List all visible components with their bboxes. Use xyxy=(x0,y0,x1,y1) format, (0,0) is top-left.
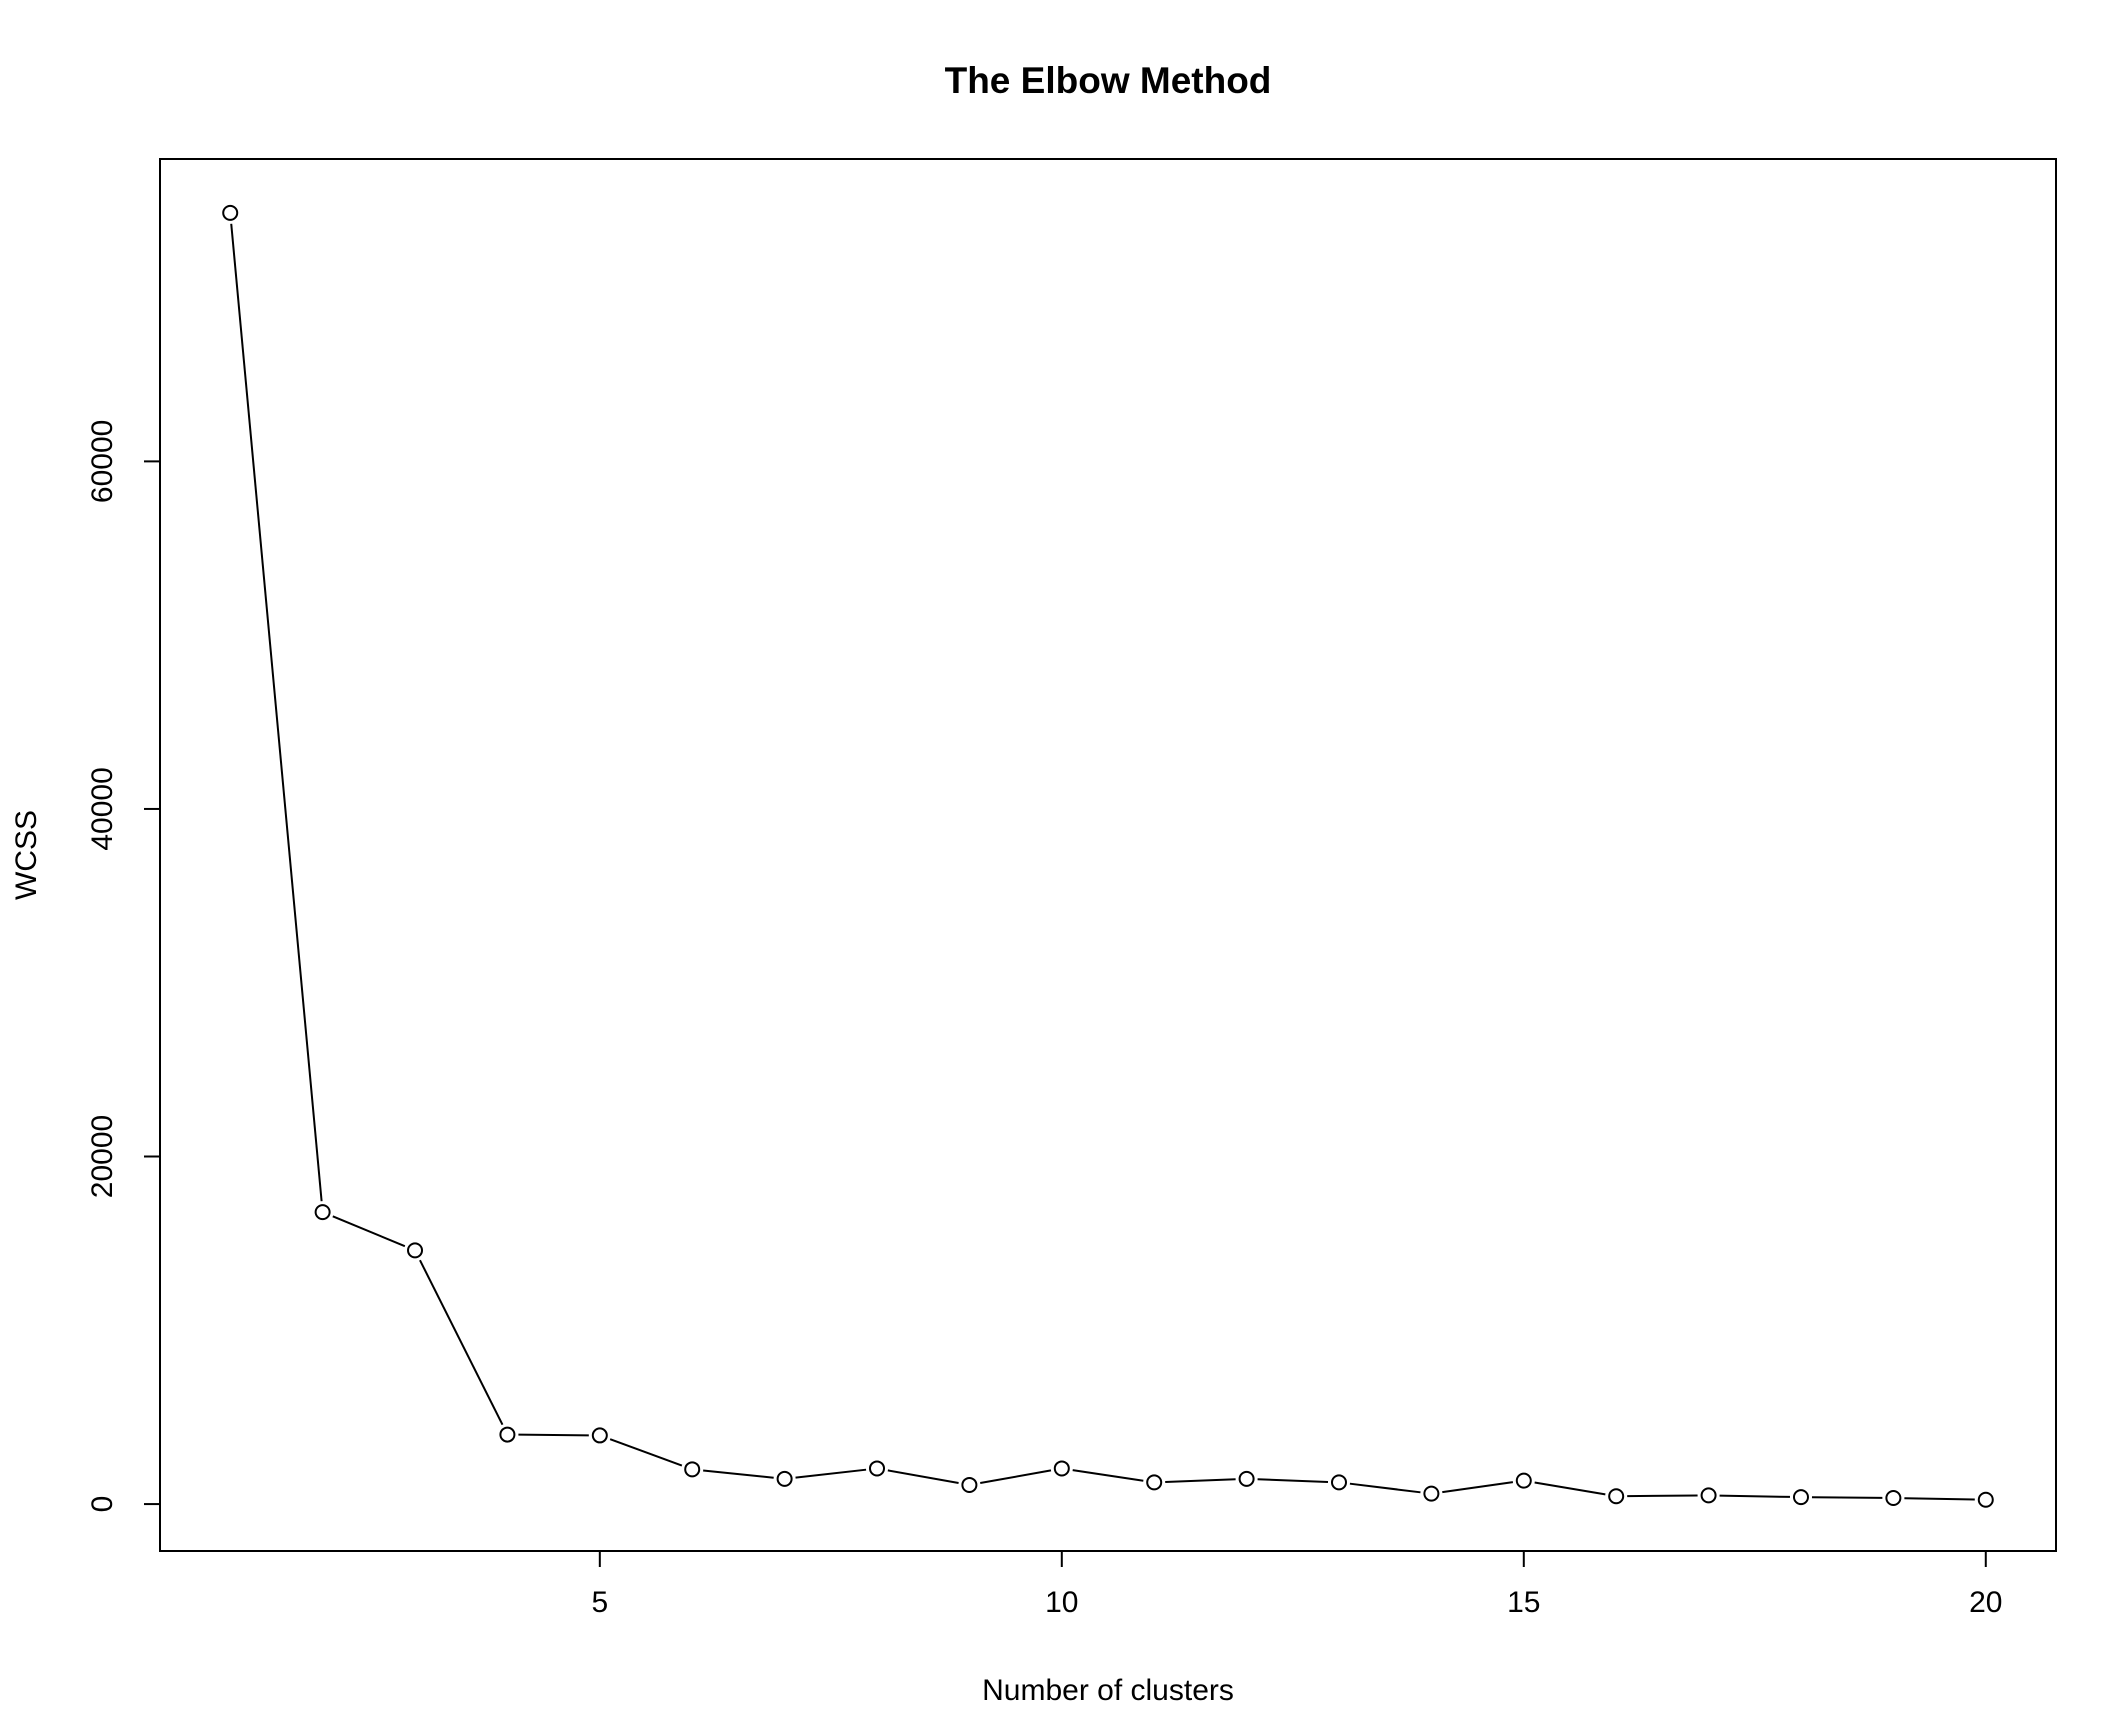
series-segment xyxy=(887,1469,959,1485)
data-point xyxy=(776,1470,793,1487)
x-axis-title: Number of clusters xyxy=(982,1674,1234,1707)
series-segment xyxy=(1719,1494,1791,1498)
x-tick-label: 15 xyxy=(1507,1586,1540,1619)
data-point xyxy=(1146,1474,1163,1491)
plot-frame xyxy=(159,158,2057,1552)
series-segment xyxy=(1349,1482,1421,1494)
series-line xyxy=(230,223,1975,1501)
data-point xyxy=(1608,1488,1625,1505)
data-point xyxy=(1238,1470,1255,1487)
chart-title: The Elbow Method xyxy=(945,60,1272,101)
series-segment xyxy=(1811,1496,1883,1499)
series-segment xyxy=(1257,1478,1329,1483)
data-point xyxy=(407,1242,424,1259)
series-segment xyxy=(1072,1469,1144,1482)
series-segment xyxy=(518,1433,589,1437)
y-tick-label: 60000 xyxy=(86,420,119,503)
series-segment xyxy=(419,1259,504,1426)
series-points xyxy=(222,204,1994,1508)
data-point xyxy=(1515,1472,1532,1489)
x-axis: 5 10 15 20 xyxy=(591,1551,2002,1619)
data-point xyxy=(1977,1491,1994,1508)
x-tick-label: 20 xyxy=(1969,1586,2002,1619)
data-point xyxy=(591,1427,608,1444)
x-tick-label: 10 xyxy=(1045,1586,1078,1619)
series-segment xyxy=(332,1215,406,1248)
series-segment xyxy=(1904,1497,1975,1501)
data-point xyxy=(684,1461,701,1478)
series-segment xyxy=(1534,1481,1606,1496)
series-segment xyxy=(1627,1494,1698,1498)
data-point xyxy=(499,1426,516,1443)
x-tick-label: 5 xyxy=(591,1586,608,1619)
series-segment xyxy=(609,1438,683,1467)
series-segment xyxy=(1442,1481,1514,1494)
data-point xyxy=(1700,1487,1717,1504)
y-tick-label: 20000 xyxy=(86,1115,119,1198)
data-point xyxy=(1053,1460,1070,1477)
data-point xyxy=(1423,1485,1440,1502)
y-tick-label: 40000 xyxy=(86,767,119,850)
data-point xyxy=(314,1204,331,1221)
y-axis-title: WCSS xyxy=(10,810,43,900)
data-point xyxy=(1330,1474,1347,1491)
series-segment xyxy=(1165,1478,1236,1483)
data-point xyxy=(961,1476,978,1493)
data-point xyxy=(869,1460,886,1477)
data-point xyxy=(1792,1489,1809,1506)
data-point xyxy=(1885,1489,1902,1506)
series-segment xyxy=(795,1468,867,1479)
data-point xyxy=(222,204,239,221)
series-segment xyxy=(980,1469,1052,1485)
series-segment xyxy=(230,223,323,1202)
y-tick-label: 0 xyxy=(86,1496,119,1513)
y-axis: 0 20000 40000 60000 xyxy=(86,420,160,1513)
series-segment xyxy=(703,1469,774,1479)
